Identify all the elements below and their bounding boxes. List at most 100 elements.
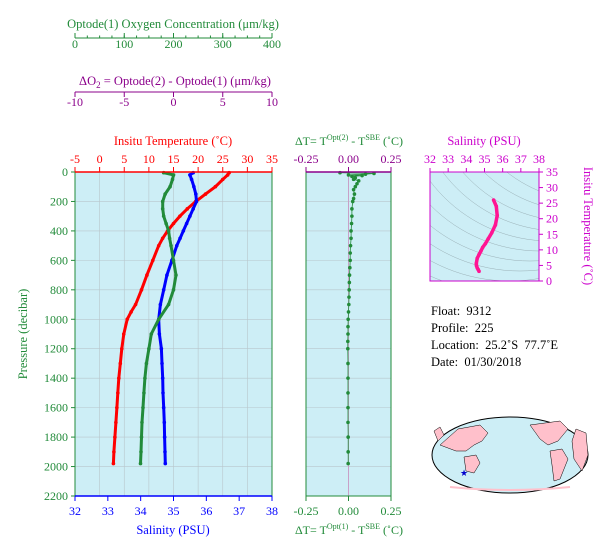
oxygen-tick-label: 400 [263, 37, 281, 51]
salinity-point [160, 361, 164, 366]
temperature-tick-label: 20 [192, 152, 204, 166]
temperature-tick-label: 5 [121, 152, 127, 166]
temperature-profile-line [111, 171, 231, 464]
pressure-tick-label: 2000 [44, 460, 68, 474]
dt-bottom-tick-label: -0.25 [294, 504, 319, 518]
dt-point [348, 258, 353, 263]
delta-o2-tick-label: 0 [171, 95, 177, 109]
oxygen-point [163, 192, 167, 196]
ts-y-tick-label: 0 [546, 274, 552, 288]
dt-point [353, 184, 358, 189]
pressure-tick-label: 2200 [44, 489, 68, 503]
temperature-point [151, 258, 155, 263]
oxygen-point [167, 236, 172, 241]
ts-x-tick-label: 37 [515, 152, 527, 166]
temperature-point [213, 184, 218, 189]
map-west-edge [433, 426, 445, 442]
ts-point [477, 252, 481, 257]
temperature-point [118, 361, 123, 366]
oxygen-point [149, 332, 154, 336]
delta-o2-axis-label: ΔO2 = Optode(2) - Optode(1) (μm/kg) [79, 74, 271, 90]
temperature-point [156, 243, 161, 248]
oxygen-point [160, 199, 165, 204]
dt-point [348, 251, 353, 255]
dt-point [349, 236, 353, 241]
dt-bottom-axis-label: ΔT= TOpt(1) - TSBE (˚C) [295, 522, 403, 537]
oxygen-point [140, 420, 144, 425]
map-asia [439, 424, 489, 452]
oxygen-point [166, 302, 171, 307]
oxygen-point [138, 461, 143, 466]
temperature-point [139, 288, 144, 292]
profile-label: Profile: 225 [431, 321, 494, 335]
dt-point [350, 174, 354, 179]
dt-point [356, 179, 361, 183]
delta-o2-tick-label: 10 [266, 95, 278, 109]
ts-y-tick-label: 30 [546, 181, 558, 195]
ts-point [479, 249, 483, 253]
oxygen-point [147, 346, 151, 351]
oxygen-tick-label: 100 [115, 37, 133, 51]
salinity-tick-label: 33 [102, 504, 114, 518]
ts-y-tick-label: 35 [546, 165, 558, 179]
ts-x-tick-label: 35 [479, 152, 491, 166]
dt-point [349, 221, 354, 226]
salinity-point [184, 221, 189, 226]
temperature-point [125, 317, 130, 322]
temperature-point [119, 346, 124, 351]
salinity-point [162, 420, 167, 425]
ts-temperature-axis-label: Insitu Temperature (˚C) [581, 167, 595, 285]
ts-density-contour [430, 224, 539, 262]
temperature-tick-label: 30 [241, 152, 253, 166]
salinity-point [161, 391, 165, 395]
salinity-tick-label: 32 [69, 504, 81, 518]
temperature-point [178, 214, 182, 218]
dt-point [346, 332, 350, 336]
salinity-point [178, 236, 182, 241]
temperature-tick-label: -5 [70, 152, 80, 166]
temperature-point [145, 273, 149, 277]
salinity-point [158, 302, 163, 307]
dt-point [346, 324, 350, 329]
pressure-tick-label: 800 [50, 283, 68, 297]
salinity-point [157, 332, 162, 336]
ts-x-tick-label: 32 [424, 152, 436, 166]
salinity-point [159, 346, 164, 351]
dt-point [350, 214, 354, 218]
oxygen-point [160, 207, 165, 211]
salinity-point [163, 450, 167, 454]
ts-point [486, 237, 490, 241]
salinity-axis-label: Salinity (PSU) [136, 523, 209, 537]
ts-point [493, 223, 498, 227]
temperature-point [116, 391, 120, 395]
ts-density-contour [430, 243, 539, 272]
salinity-point [192, 184, 196, 189]
pressure-tick-label: 1800 [44, 430, 68, 444]
temperature-point [203, 192, 208, 196]
temperature-point [112, 450, 116, 454]
oxygen-ticks: 0 100 200 300 400 [72, 33, 281, 51]
ts-point [491, 198, 496, 202]
oxygen-point [142, 391, 146, 395]
dt-point [350, 207, 354, 211]
temperature-point [160, 236, 165, 241]
salinity-point [161, 405, 166, 410]
pressure-tick-label: 200 [50, 194, 68, 208]
ts-y-tick-label: 5 [546, 258, 552, 272]
salinity-tick-label: 34 [135, 504, 147, 518]
salinity-tick-label: 35 [168, 504, 180, 518]
dt-point [351, 187, 356, 192]
dt-point [348, 243, 353, 248]
salinity-point [191, 207, 195, 211]
temperature-axis-label: Insitu Temperature (˚C) [114, 134, 232, 148]
oxygen-point [139, 450, 143, 454]
dt-point [355, 181, 359, 186]
pressure-axis-label: Pressure (decibar) [16, 289, 30, 380]
dt-bottom-tick-label: 0.00 [338, 504, 359, 518]
temperature-tick-label: 10 [143, 152, 155, 166]
dt-ticks: -0.25 -0.25 0.00 0.00 0.25 0.25 [294, 152, 402, 518]
oxygen-tick-label: 200 [165, 37, 183, 51]
ts-panel [430, 172, 539, 281]
temperature-point [225, 173, 230, 177]
